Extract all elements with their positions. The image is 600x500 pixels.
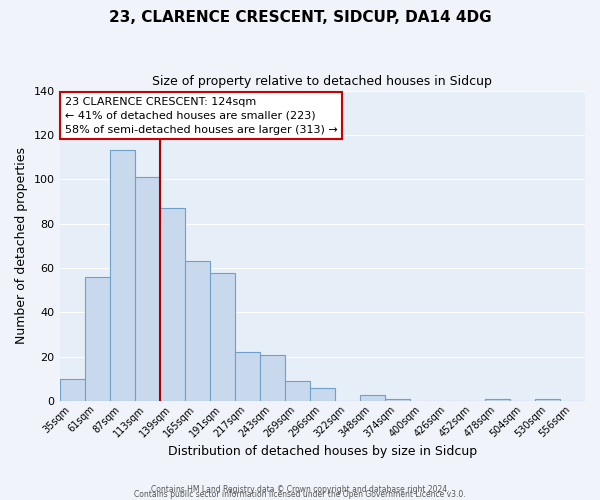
Bar	[360, 394, 385, 402]
Bar	[285, 382, 310, 402]
Bar	[385, 399, 410, 402]
Bar	[160, 208, 185, 402]
Bar	[260, 354, 285, 402]
Bar	[209, 272, 235, 402]
Bar	[59, 379, 85, 402]
Bar	[485, 399, 510, 402]
Text: 23, CLARENCE CRESCENT, SIDCUP, DA14 4DG: 23, CLARENCE CRESCENT, SIDCUP, DA14 4DG	[109, 10, 491, 25]
Bar	[134, 177, 160, 402]
Text: 23 CLARENCE CRESCENT: 124sqm
← 41% of detached houses are smaller (223)
58% of s: 23 CLARENCE CRESCENT: 124sqm ← 41% of de…	[65, 97, 338, 135]
Text: Contains HM Land Registry data © Crown copyright and database right 2024.: Contains HM Land Registry data © Crown c…	[151, 484, 449, 494]
Bar	[85, 277, 110, 402]
Bar	[310, 388, 335, 402]
Bar	[535, 399, 560, 402]
Title: Size of property relative to detached houses in Sidcup: Size of property relative to detached ho…	[152, 75, 492, 88]
Y-axis label: Number of detached properties: Number of detached properties	[15, 148, 28, 344]
Bar	[110, 150, 134, 402]
X-axis label: Distribution of detached houses by size in Sidcup: Distribution of detached houses by size …	[168, 444, 477, 458]
Bar	[185, 262, 209, 402]
Text: Contains public sector information licensed under the Open Government Licence v3: Contains public sector information licen…	[134, 490, 466, 499]
Bar	[235, 352, 260, 402]
